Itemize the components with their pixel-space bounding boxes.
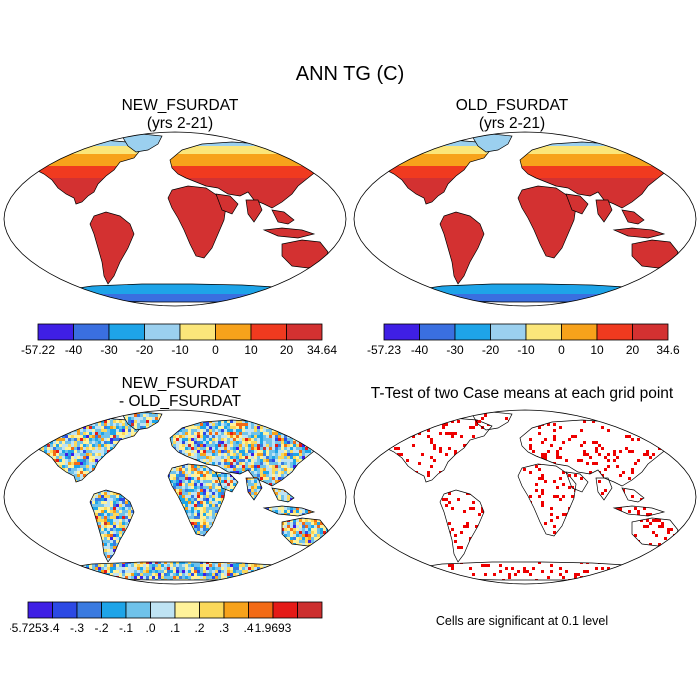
panel-2-colorbar-swatch bbox=[420, 324, 456, 340]
panel-2-colorbar-swatch bbox=[384, 324, 420, 340]
panel-2-colorbar-swatch bbox=[491, 324, 527, 340]
panel-1-colorbar-swatch bbox=[145, 324, 181, 340]
panel-3-colorbar-swatch bbox=[175, 602, 200, 618]
panel-2-title: OLD_FSURDAT bbox=[362, 97, 662, 115]
panel-1-title: NEW_FSURDAT bbox=[30, 97, 330, 115]
panel-1-map bbox=[2, 130, 348, 308]
panel-3-colorbar-swatch bbox=[200, 602, 225, 618]
panel-1-colorbar-tick-label: -10 bbox=[171, 343, 189, 357]
panel-3-colorbar-tick-label: .2 bbox=[194, 621, 204, 635]
panel-1-colorbar-swatch bbox=[216, 324, 252, 340]
panel-3-map bbox=[2, 408, 348, 586]
panel-2-colorbar-swatch bbox=[597, 324, 633, 340]
panel-2-colorbar-tick-label: 10 bbox=[590, 343, 604, 357]
panel-1-title-block: NEW_FSURDAT (yrs 2-21) bbox=[30, 97, 330, 133]
panel-1-colorbar-swatch bbox=[38, 324, 74, 340]
panel-3-colorbar-tick-label: .4 bbox=[243, 621, 253, 635]
panel-3-colorbar-swatch bbox=[28, 602, 53, 618]
panel-3-colorbar-swatch bbox=[224, 602, 249, 618]
panel-3-colorbar-tick-label: -.1 bbox=[119, 621, 133, 635]
panel-3-colorbar-tick-label: -.2 bbox=[94, 621, 108, 635]
panel-3-colorbar-swatch bbox=[249, 602, 274, 618]
figure-title: ANN TG (C) bbox=[0, 63, 700, 86]
panel-1-colorbar: -57.22 -40 -30 -20 -10 0 10 20 34.64 bbox=[20, 322, 340, 362]
panel-4-title: T-Test of two Case means at each grid po… bbox=[352, 385, 692, 403]
panel-3-colorbar-tick-label: 1.9693 bbox=[255, 621, 292, 635]
panel-2-colorbar-swatch bbox=[562, 324, 598, 340]
panel-2-colorbar-tick-label: -40 bbox=[411, 343, 429, 357]
panel-3-colorbar-tick-label: -.4 bbox=[45, 621, 59, 635]
panel-3-colorbar-tick-label: .3 bbox=[219, 621, 229, 635]
panel-2-title-block: OLD_FSURDAT (yrs 2-21) bbox=[362, 97, 662, 133]
panel-2-colorbar-tick-label: 20 bbox=[626, 343, 640, 357]
panel-3-title-block: NEW_FSURDAT - OLD_FSURDAT bbox=[30, 375, 330, 411]
panel-2-colorbar-swatch bbox=[633, 324, 669, 340]
panel-4-map bbox=[352, 408, 698, 586]
panel-3-colorbar-swatch bbox=[77, 602, 102, 618]
panel-1-colorbar-tick-label: -20 bbox=[136, 343, 154, 357]
panel-3-colorbar-tick-label: -.3 bbox=[70, 621, 84, 635]
panel-3-colorbar-swatch bbox=[102, 602, 127, 618]
panel-2-colorbar-swatch bbox=[455, 324, 491, 340]
panel-1-colorbar-tick-label: -30 bbox=[100, 343, 118, 357]
panel-3-colorbar-tick-label: .0 bbox=[145, 621, 155, 635]
panel-1-colorbar-swatch bbox=[109, 324, 145, 340]
panel-1-colorbar-tick-label: 10 bbox=[244, 343, 258, 357]
panel-2-colorbar-tick-label: -10 bbox=[517, 343, 535, 357]
panel-3-colorbar-swatch bbox=[126, 602, 151, 618]
panel-1-colorbar-swatch bbox=[251, 324, 287, 340]
significance-note: Cells are significant at 0.1 level bbox=[352, 614, 692, 628]
panel-1-colorbar-swatch bbox=[74, 324, 110, 340]
panel-2-colorbar-tick-label: -30 bbox=[446, 343, 464, 357]
panel-3-title: NEW_FSURDAT bbox=[30, 375, 330, 393]
panel-3-colorbar-swatch bbox=[273, 602, 298, 618]
panel-3-colorbar-swatch bbox=[298, 602, 323, 618]
panel-1-colorbar-tick-label: -40 bbox=[65, 343, 83, 357]
panel-3-colorbar-swatch bbox=[151, 602, 176, 618]
panel-2-colorbar-tick-label: -20 bbox=[482, 343, 500, 357]
panel-2-colorbar: -57.23 -40 -30 -20 -10 0 10 20 34.6 bbox=[366, 322, 686, 362]
panel-1-colorbar-swatch bbox=[287, 324, 323, 340]
panel-3-colorbar-swatch bbox=[53, 602, 78, 618]
panel-2-colorbar-tick-label: 34.6 bbox=[656, 343, 680, 357]
panel-1-colorbar-tick-label: 0 bbox=[212, 343, 219, 357]
panel-1-colorbar-tick-label: 34.64 bbox=[307, 343, 337, 357]
panel-2-map bbox=[352, 130, 698, 308]
panel-1-colorbar-tick-label: -57.22 bbox=[21, 343, 55, 357]
panel-3-colorbar-tick-label: -5.7253 bbox=[10, 621, 49, 635]
panel-2-colorbar-tick-label: -57.23 bbox=[367, 343, 401, 357]
panel-1-colorbar-swatch bbox=[180, 324, 216, 340]
panel-3-colorbar-tick-label: .1 bbox=[170, 621, 180, 635]
panel-2-colorbar-swatch bbox=[526, 324, 562, 340]
panel-1-colorbar-tick-label: 20 bbox=[280, 343, 294, 357]
panel-3-colorbar: -5.7253-.4 -.3 -.2 -.1 .0 .1 .2 .3 .4 1.9693 bbox=[10, 600, 340, 640]
panel-2-colorbar-tick-label: 0 bbox=[558, 343, 565, 357]
